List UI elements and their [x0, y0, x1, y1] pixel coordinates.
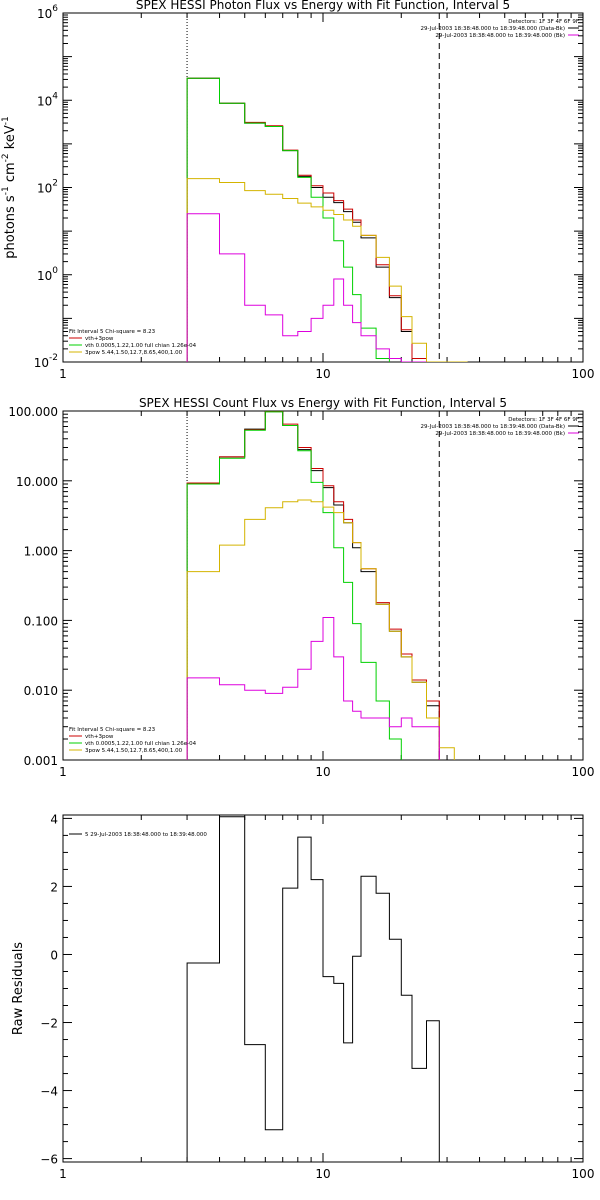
x-tick-label: 10 — [315, 765, 330, 779]
y-tick-label: 106 — [37, 4, 58, 21]
chart-panel-1: SPEX HESSI Photon Flux vs Energy with Fi… — [1, 0, 594, 381]
series-data-bk — [186, 411, 440, 760]
y-tick-label: 10-2 — [34, 353, 58, 370]
series-vth — [186, 411, 402, 760]
y-tick-label: 100.000 — [8, 405, 58, 419]
legend-bottom-entry: vth+3pow — [85, 336, 114, 342]
x-tick-label: 1 — [59, 765, 67, 779]
legend-bottom-entry: Fit Interval 5 Chi-square = 8.23 — [69, 329, 156, 335]
legend-bottom-entry: vth 0.0005,1.22,1.00 full chian 1.26e-04 — [85, 741, 197, 747]
legend-top-entry: 29-Jul-2003 18:38:48.000 to 18:39:48.000… — [421, 424, 566, 430]
y-tick-label: −2 — [40, 1017, 58, 1031]
y-tick-label: 102 — [37, 179, 58, 196]
legend-top-entry: 29-Jul-2003 18:38:48.000 to 18:39:48.000… — [435, 431, 565, 437]
series-vth-3pow — [186, 411, 440, 760]
x-tick-label: 100 — [572, 367, 595, 381]
residual-legend-text: 5 29-Jul-2003 18:38:48.000 to 18:39:48.0… — [85, 832, 207, 838]
y-tick-label: 10.000 — [16, 475, 58, 489]
x-tick-label: 10 — [315, 367, 330, 381]
x-tick-label: 100 — [572, 1167, 595, 1181]
y-tick-label: 100 — [37, 266, 58, 283]
series-3pow — [186, 178, 468, 362]
chart-panel-2: SPEX HESSI Count Flux vs Energy with Fit… — [8, 396, 594, 779]
legend-top-entry: Detectors: 1F 3F 4F 6F 9F — [508, 417, 579, 423]
y-tick-label: 2 — [50, 880, 58, 894]
y-tick-label: −6 — [40, 1153, 58, 1167]
chart-title: SPEX HESSI Photon Flux vs Energy with Fi… — [136, 0, 510, 12]
y-tick-label: 0.010 — [24, 684, 58, 698]
y-tick-label: 0 — [50, 948, 58, 962]
series-bk — [186, 213, 427, 362]
series-residuals — [186, 816, 440, 1162]
plot-frame — [62, 814, 584, 1163]
series-vth — [186, 77, 390, 362]
x-tick-label: 1 — [59, 1167, 67, 1181]
legend-bottom-entry: Fit Interval 5 Chi-square = 8.23 — [69, 727, 156, 733]
series-bk — [186, 617, 440, 760]
y-tick-label: −4 — [40, 1085, 58, 1099]
y-axis-label: Raw Residuals — [11, 942, 26, 1035]
legend-bottom-entry: vth+3pow — [85, 734, 114, 740]
legend-top-entry: 29-Jul-2003 18:38:48.000 to 18:39:48.000… — [435, 33, 565, 39]
series-vth-3pow — [186, 77, 440, 362]
legend-bottom-entry: 3pow 5.44,1.50,12.7,8.65,400,1.00 — [85, 350, 183, 356]
series-3pow — [186, 499, 455, 760]
x-tick-label: 100 — [572, 765, 595, 779]
chart-title: SPEX HESSI Count Flux vs Energy with Fit… — [139, 396, 507, 410]
y-tick-label: 0.100 — [24, 614, 58, 628]
x-tick-label: 10 — [315, 1167, 330, 1181]
chart-panel-3: 1 10 100 4 2 0 −2 −4 −6 Raw Residuals 5 29-Jul-200… — [11, 812, 594, 1181]
x-tick-label: 1 — [59, 367, 67, 381]
plot-frame — [62, 410, 584, 761]
legend-top-entry: Detectors: 1F 3F 4F 6F 9F — [508, 19, 579, 25]
legend-top-entry: 29-Jul-2003 18:38:48.000 to 18:39:48.000… — [421, 26, 566, 32]
y-tick-label: 0.001 — [24, 754, 58, 768]
legend-bottom-entry: 3pow 5.44,1.50,12.7,8.65,400,1.00 — [85, 748, 183, 754]
y-tick-label: 4 — [50, 812, 58, 826]
y-tick-label: 1.000 — [24, 545, 58, 559]
legend-bottom-entry: vth 0.0005,1.22,1.00 full chian 1.26e-04 — [85, 343, 197, 349]
y-axis-label: photons s-1 cm-2 keV-1 — [1, 116, 18, 258]
y-tick-label: 104 — [37, 91, 58, 108]
